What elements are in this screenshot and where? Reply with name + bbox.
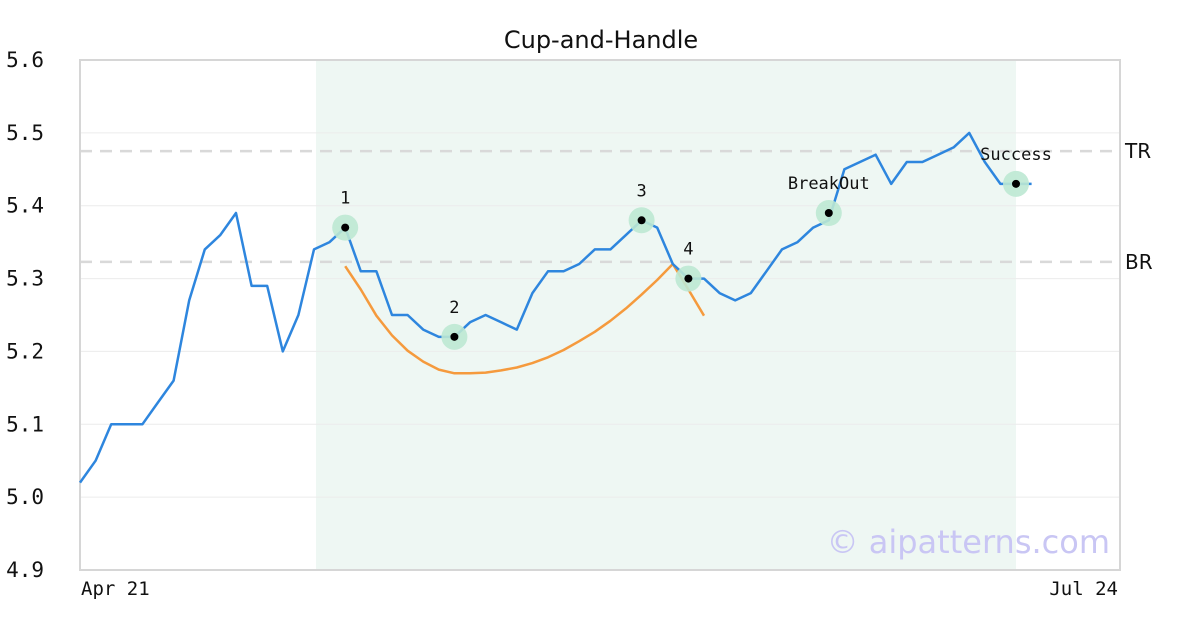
- y-tick-label: 4.9: [6, 558, 44, 582]
- y-tick-label: 5.0: [6, 485, 44, 509]
- point-dot-4: [684, 274, 693, 283]
- point-label-breakout: BreakOut: [788, 174, 870, 194]
- y-tick-label: 5.4: [6, 194, 44, 218]
- pattern-region: [316, 60, 1016, 570]
- x-tick-label: Jul 24: [1049, 578, 1118, 600]
- chart-title: Cup-and-Handle: [504, 26, 698, 54]
- y-tick-label: 5.1: [6, 412, 44, 436]
- point-label-success: Success: [980, 145, 1052, 165]
- point-label-1: 1: [340, 189, 350, 209]
- point-dot-3: [637, 216, 646, 225]
- x-axis: Apr 21 Jul 24: [81, 578, 1118, 600]
- y-tick-label: 5.5: [6, 121, 44, 145]
- y-tick-label: 5.2: [6, 339, 44, 363]
- level-label-tr: TR: [1124, 139, 1151, 163]
- pattern-region-shade: [316, 60, 1016, 570]
- y-tick-label: 5.6: [6, 48, 44, 72]
- x-tick-label: Apr 21: [81, 578, 150, 600]
- grid: [80, 132, 1120, 498]
- point-dot-breakout: [824, 209, 833, 217]
- y-axis: 4.9 5.0 5.1 5.2 5.3 5.4 5.5 5.6: [6, 48, 44, 582]
- point-dot-1: [341, 223, 350, 232]
- point-label-2: 2: [449, 298, 459, 318]
- point-dot-success: [1012, 179, 1020, 188]
- plot-frame: [79, 59, 1121, 571]
- point-label-4: 4: [683, 240, 693, 260]
- watermark: © aipatterns.com: [827, 523, 1110, 561]
- point-dot-2: [450, 332, 459, 341]
- price-series: [78, 131, 1032, 484]
- level-label-br: BR: [1125, 250, 1153, 274]
- point-label-3: 3: [636, 181, 646, 201]
- price-line: [78, 131, 1032, 484]
- cup-curve-line: [344, 262, 706, 375]
- y-tick-label: 5.3: [6, 267, 44, 291]
- pattern-points: 1 2 3 4 BreakOut Success: [332, 145, 1052, 350]
- cup-curve: [344, 262, 706, 375]
